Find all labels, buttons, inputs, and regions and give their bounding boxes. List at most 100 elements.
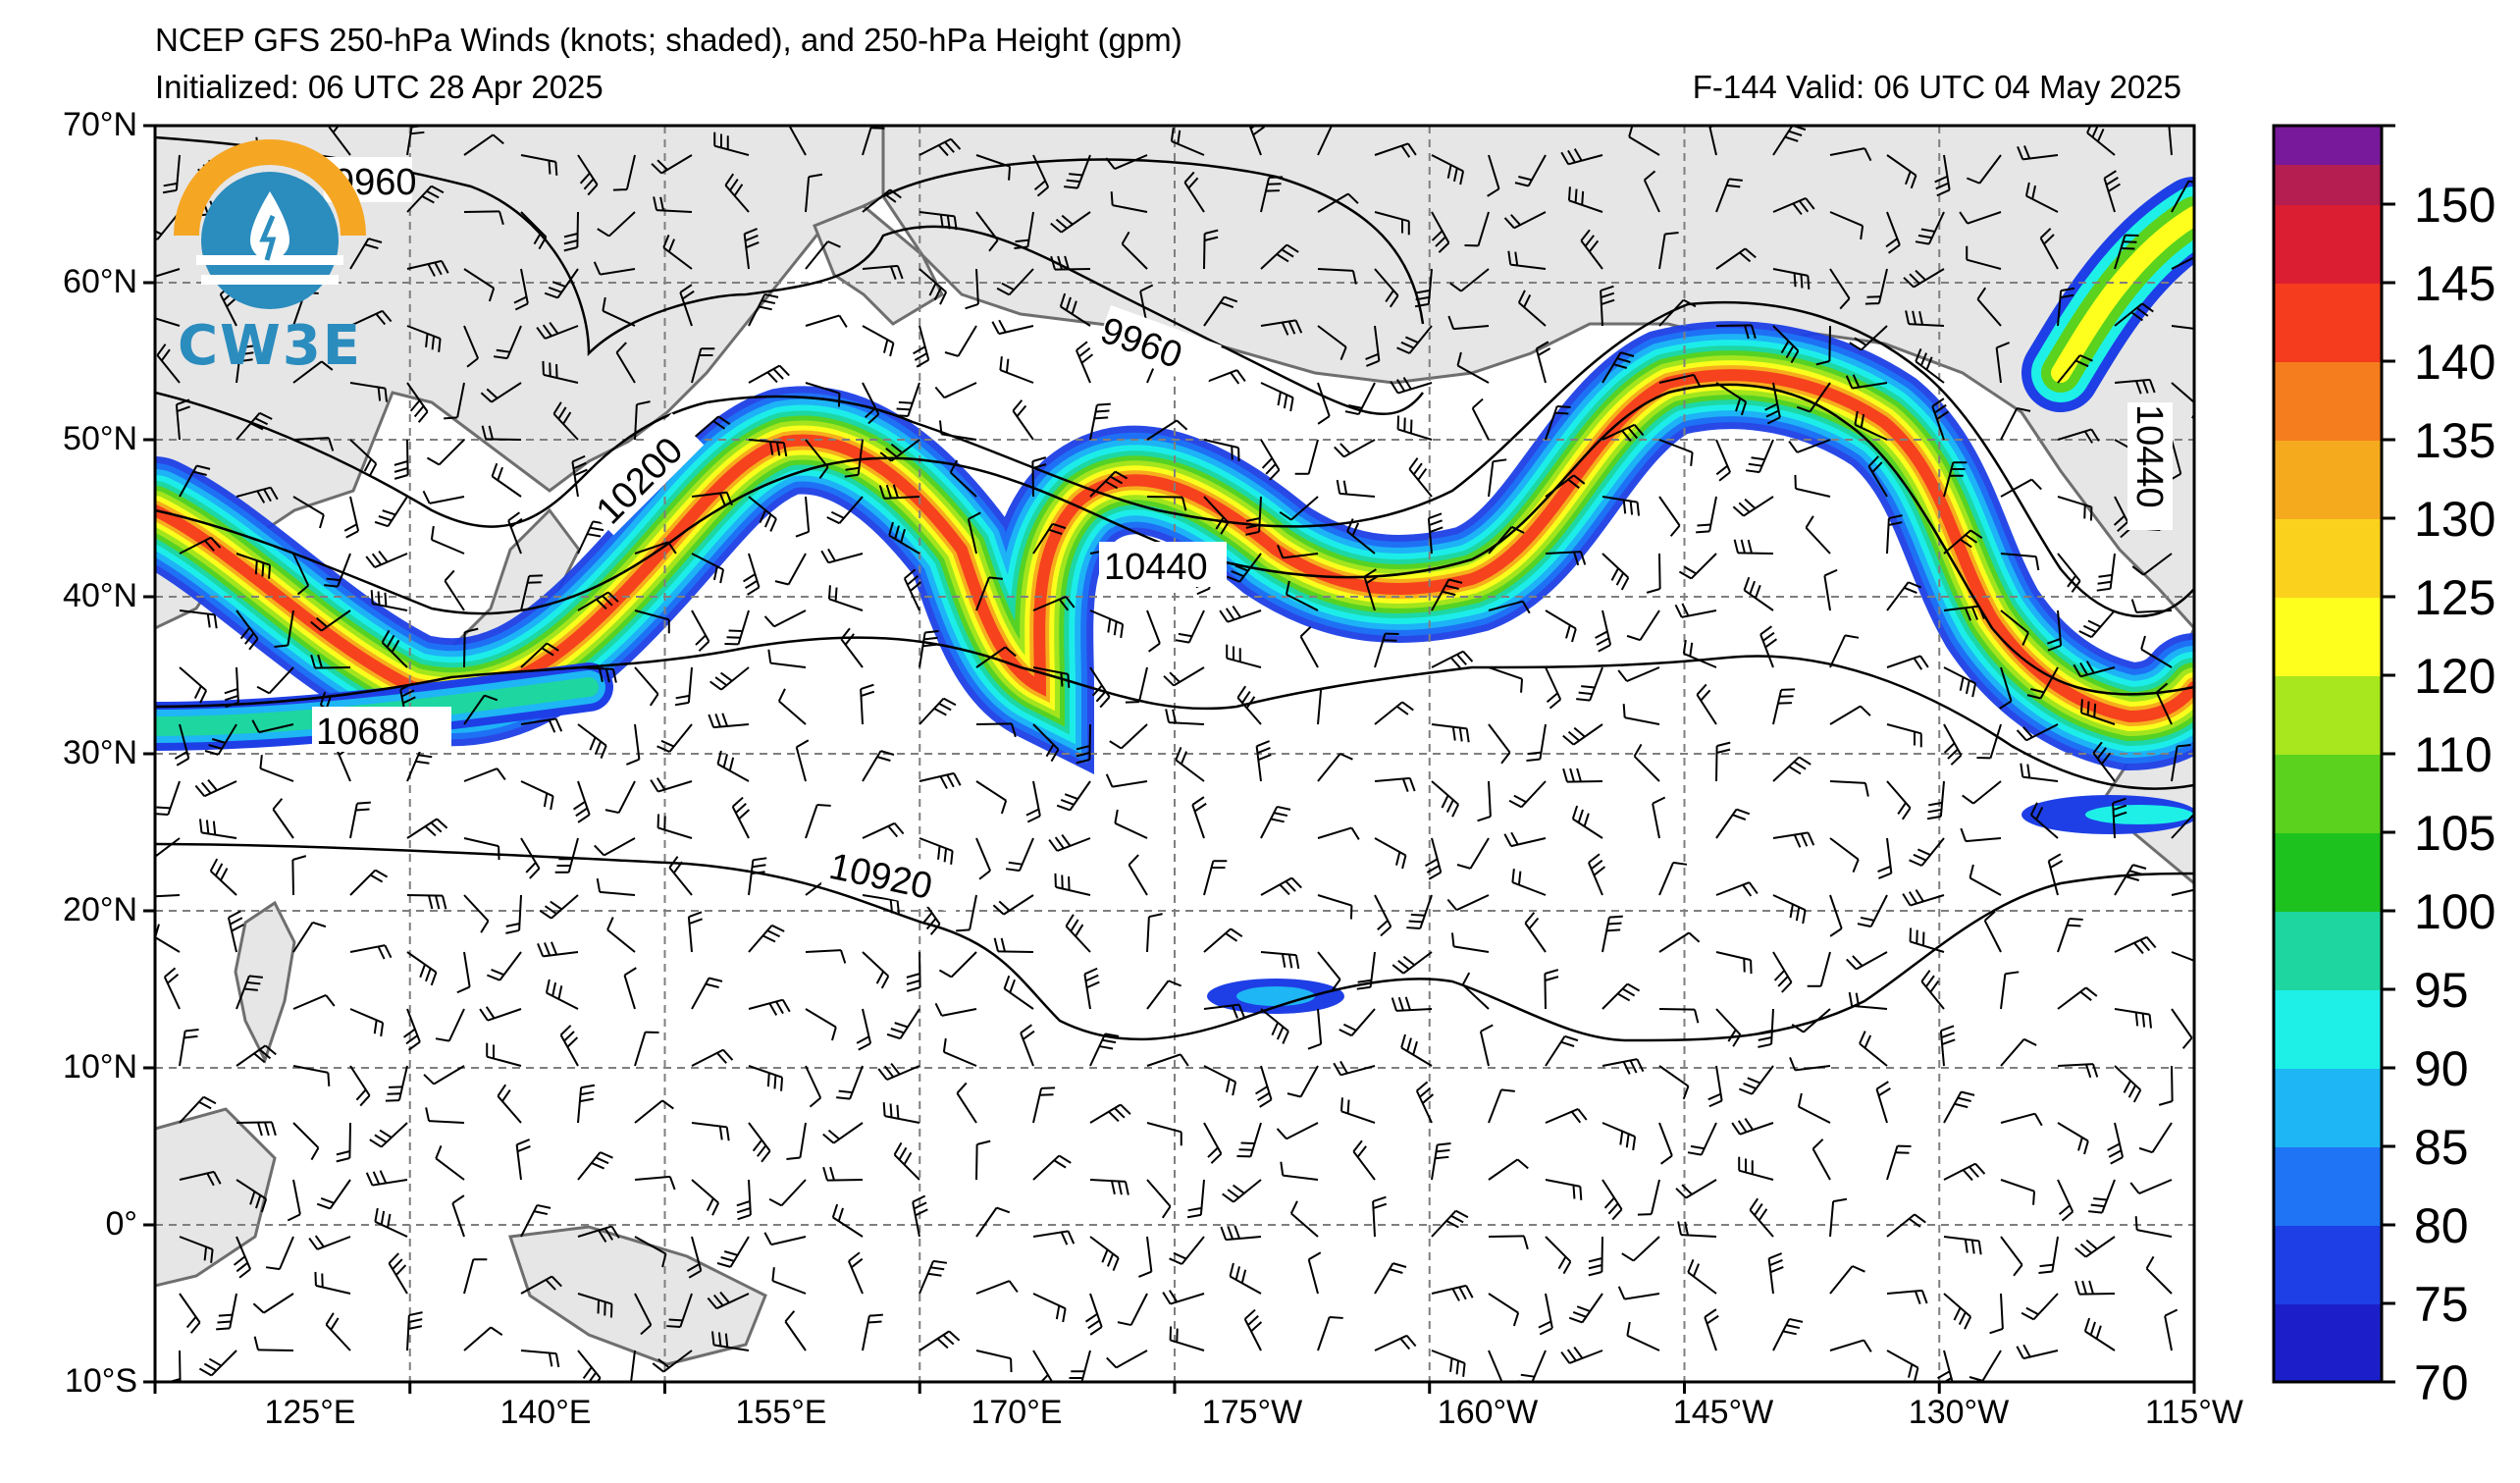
wind-barb: [1374, 1262, 1407, 1295]
barb-feather: [1005, 868, 1021, 873]
wind-barb: [919, 837, 954, 865]
barb-feather: [1622, 704, 1626, 718]
barb-feather: [753, 857, 767, 862]
barb-feather: [1999, 700, 2013, 710]
lon-label-140e: 140°E: [499, 1394, 592, 1431]
barb-feather: [571, 454, 586, 463]
barb-feather: [557, 985, 563, 1000]
barb-feather: [582, 1366, 593, 1380]
wind-barb: [993, 937, 1034, 953]
barb-feather: [2021, 632, 2029, 646]
barb-shaft: [956, 1092, 977, 1124]
barb-feather: [956, 928, 971, 932]
barb-feather: [1060, 799, 1075, 806]
barb-feather: [2131, 565, 2144, 576]
barb-feather: [719, 569, 725, 584]
wind-barb: [1032, 1293, 1067, 1323]
barb-feather: [1581, 190, 1585, 205]
barb-feather: [831, 1203, 839, 1218]
wind-barb: [975, 1350, 1013, 1373]
barb-feather: [1579, 1186, 1583, 1200]
barb-feather: [1636, 1058, 1645, 1073]
barb-feather: [1909, 891, 1918, 905]
barb-feather: [210, 536, 222, 549]
wind-barb: [1220, 1225, 1262, 1242]
barb-feather: [435, 1144, 443, 1159]
wind-barb: [2000, 1236, 2023, 1277]
barb-feather: [380, 1210, 386, 1225]
barb-shaft: [1798, 1105, 1831, 1124]
wind-barb: [2000, 1179, 2036, 1205]
barb-feather: [381, 629, 391, 644]
barb-shaft: [770, 1236, 807, 1246]
barb-feather: [1572, 1311, 1587, 1318]
lat-lon-gridlines: [155, 126, 2194, 1382]
barb-feather: [2128, 870, 2143, 875]
barb-shaft: [600, 890, 636, 896]
wind-barb: [1848, 991, 1888, 1010]
barb-feather: [1863, 1339, 1872, 1352]
barb-feather: [1562, 734, 1575, 746]
barb-shaft: [260, 768, 294, 782]
wind-barb: [1032, 154, 1050, 197]
barb-feather: [1346, 518, 1354, 532]
wind-barb: [2000, 1037, 2037, 1067]
wind-barb: [748, 364, 790, 384]
barb-feather: [1511, 869, 1515, 883]
barb-feather: [1626, 634, 1641, 642]
barb-feather: [717, 415, 731, 426]
wind-barb: [2024, 182, 2059, 213]
barb-feather: [1339, 346, 1347, 361]
barb-feather: [1220, 521, 1230, 535]
wind-barb: [1408, 457, 1433, 498]
barb-feather: [1915, 269, 1926, 282]
barb-feather: [1057, 255, 1063, 270]
wind-barb: [1715, 178, 1743, 213]
barb-feather: [287, 1213, 301, 1222]
wind-barb: [1456, 837, 1490, 870]
barb-feather: [1465, 728, 1470, 743]
cb-label-100: 100: [2414, 884, 2496, 939]
barb-shaft: [1797, 439, 1831, 453]
barb-shaft: [1566, 780, 1603, 783]
barb-feather: [1560, 1351, 1571, 1364]
barb-feather: [1462, 1362, 1466, 1377]
wind-barb: [919, 1330, 961, 1351]
wind-barb: [325, 1312, 351, 1351]
barb-feather: [198, 1367, 213, 1377]
barb-feather: [2134, 380, 2142, 395]
barb-feather: [933, 287, 942, 301]
barb-feather: [359, 1094, 371, 1107]
barb-feather: [885, 484, 892, 499]
barb-feather: [193, 685, 202, 700]
barb-feather: [2085, 986, 2098, 997]
barb-shaft: [1626, 1334, 1660, 1351]
barb-feather: [1385, 290, 1394, 303]
wind-barb: [365, 550, 408, 568]
barb-feather: [260, 1198, 268, 1213]
barb-feather: [1877, 865, 1891, 873]
barb-shaft: [1829, 1201, 1835, 1238]
barb-feather: [946, 774, 955, 788]
barb-shaft: [606, 928, 636, 953]
barb-feather: [1404, 996, 1411, 1011]
barb-feather: [1445, 1220, 1459, 1229]
barb-feather: [1449, 657, 1461, 669]
cb-label-85: 85: [2414, 1120, 2469, 1175]
barb-feather: [1970, 1240, 1975, 1254]
wind-barb: [2112, 797, 2127, 839]
barb-feather: [1781, 981, 1793, 993]
wind-barb: [1902, 889, 1945, 907]
barb-feather: [1798, 200, 1810, 213]
barb-feather: [915, 1208, 928, 1217]
barb-feather: [1908, 1363, 1914, 1378]
barb-feather: [1273, 812, 1288, 818]
barb-feather: [374, 1207, 379, 1222]
barb-feather: [184, 1028, 199, 1033]
barb-feather: [541, 647, 554, 657]
barb-feather: [231, 924, 244, 932]
barb-feather: [1308, 1251, 1322, 1261]
cb-label-105: 105: [2414, 806, 2496, 861]
wind-barb: [1633, 743, 1660, 782]
barb-feather: [228, 910, 241, 919]
